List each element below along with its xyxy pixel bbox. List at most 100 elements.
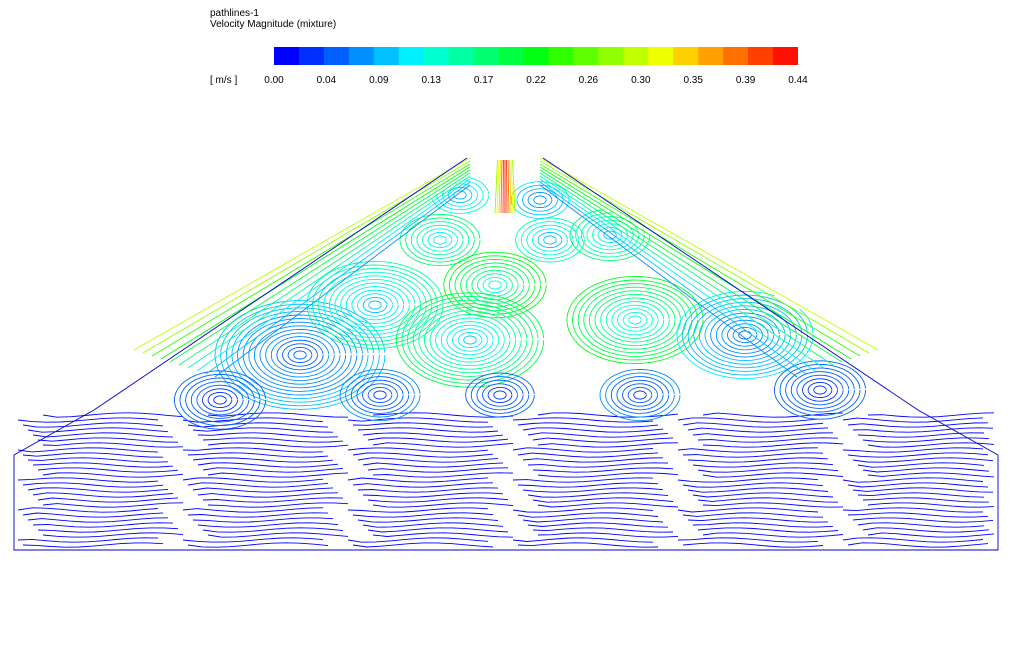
pathline: [192, 487, 334, 493]
pathline: [22, 422, 164, 428]
pathline: [852, 487, 994, 493]
pathline: [205, 181, 471, 375]
pathline: [539, 157, 879, 351]
pathline: [506, 159, 508, 214]
pathline: [259, 328, 341, 382]
pathline: [460, 262, 530, 308]
pathline: [512, 477, 654, 483]
colorbar-tick-label: 0.30: [631, 75, 651, 86]
pathline: [537, 231, 563, 249]
pathline: [682, 512, 824, 518]
chart-title: pathlines-1: [210, 8, 259, 19]
pathline: [537, 532, 679, 538]
pathline: [27, 487, 169, 493]
pathline: [852, 457, 994, 463]
pathline: [867, 532, 995, 538]
colorbar-segment: [498, 47, 525, 65]
pathline: [207, 532, 349, 538]
pathline: [433, 235, 447, 245]
pathline: [463, 335, 477, 345]
pathline: [572, 279, 698, 361]
pathline: [13, 157, 999, 551]
pathline: [862, 527, 990, 533]
colorbar-tick-label: 0.44: [788, 75, 808, 86]
pathline: [628, 315, 642, 325]
pathline: [265, 332, 335, 378]
pathline: [539, 166, 852, 360]
colorbar-segment: [473, 47, 500, 65]
pathline: [42, 532, 184, 538]
pathline: [334, 278, 416, 332]
pathline: [372, 442, 514, 448]
pathline: [677, 447, 819, 453]
pathline: [32, 522, 174, 528]
pathline: [569, 209, 651, 262]
pathline: [418, 306, 522, 374]
pathline: [323, 271, 427, 339]
pathline: [372, 532, 514, 538]
colorbar-tick-label: 0.17: [473, 75, 494, 86]
pathline: [202, 388, 238, 412]
pathline: [448, 255, 542, 315]
pathline: [847, 452, 989, 458]
pathline: [253, 325, 347, 385]
pathline: [867, 472, 995, 478]
pathline: [773, 360, 867, 420]
pathline: [347, 447, 489, 453]
pathline: [17, 507, 159, 513]
pathline: [182, 417, 324, 423]
pathline: [605, 372, 675, 418]
pathline: [190, 381, 250, 419]
pathline: [197, 432, 339, 438]
pathline: [213, 395, 227, 405]
pathline: [785, 367, 855, 413]
colorbar-segment: [398, 47, 425, 65]
pathline: [482, 276, 508, 294]
colorbar-tick-label: 0.00: [264, 75, 284, 86]
pathline: [440, 321, 500, 359]
colorbar-segment: [598, 47, 624, 65]
pathline: [862, 437, 990, 443]
pathline: [196, 384, 244, 416]
pathline: [357, 457, 499, 463]
pathline: [368, 300, 382, 310]
pathline: [192, 427, 334, 433]
pathline: [429, 313, 511, 367]
pathline: [357, 427, 499, 433]
pathline: [356, 379, 404, 411]
pathline: [405, 217, 475, 263]
colorbar: [274, 47, 798, 65]
pathline: [677, 477, 819, 483]
pathline: [500, 159, 503, 214]
pathline: [796, 374, 844, 406]
chart-subtitle: Velocity Magnitude (mixture): [210, 19, 337, 30]
pathline: [187, 512, 329, 518]
pathline: [182, 537, 324, 543]
colorbar-segment: [523, 47, 549, 65]
colorbar-tick-label: 0.35: [683, 75, 703, 86]
pathline: [857, 492, 985, 498]
pathline: [362, 432, 504, 438]
pathline: [202, 527, 344, 533]
pathline: [862, 497, 989, 503]
pathline: [482, 383, 518, 407]
pathline: [682, 422, 824, 428]
pathline: [32, 462, 174, 468]
colorbar-segment: [448, 47, 475, 65]
pathline: [532, 497, 674, 503]
pathline: [682, 294, 808, 376]
pathline: [202, 437, 344, 443]
pathline: [526, 224, 574, 256]
pathline: [197, 522, 339, 528]
pathline: [802, 378, 838, 402]
pathline: [539, 181, 807, 375]
pathline: [510, 181, 570, 219]
pathline: [202, 497, 344, 503]
pathline: [423, 310, 517, 370]
pathline: [790, 371, 850, 409]
title-block: pathlines-1 Velocity Magnitude (mixture): [210, 8, 336, 30]
pathline: [702, 472, 844, 478]
pathline: [588, 290, 682, 350]
pathline: [207, 502, 349, 508]
pathline: [687, 487, 829, 493]
